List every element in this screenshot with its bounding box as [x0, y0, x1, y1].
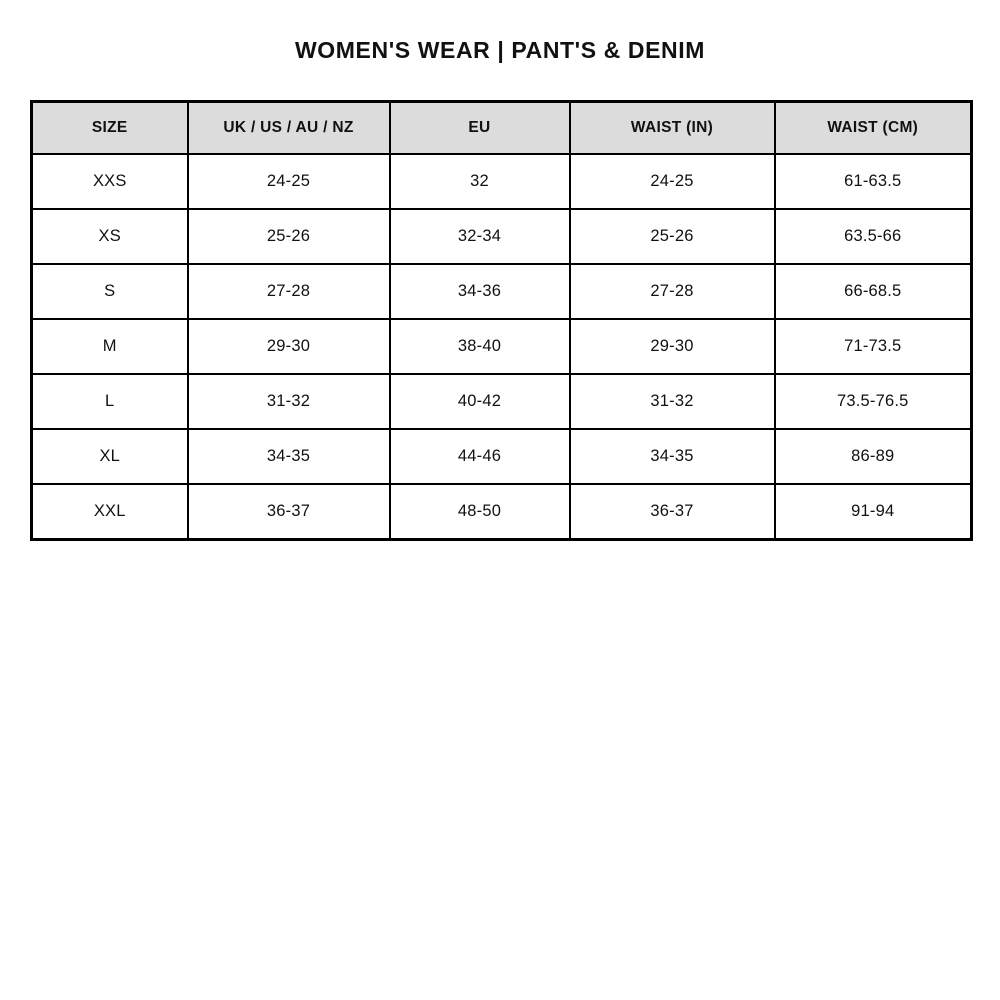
value-cell: 66-68.5	[773, 263, 973, 320]
size-cell: M	[30, 318, 189, 375]
column-header: WAIST (IN)	[568, 100, 776, 155]
size-cell: XXS	[30, 153, 189, 210]
column-header: EU	[388, 100, 571, 155]
table-row: XXS 24-25 32 24-25 61-63.5	[30, 153, 973, 210]
column-header: SIZE	[30, 100, 189, 155]
table-header: SIZE UK / US / AU / NZ EU WAIST (IN) WAIST (…	[30, 100, 973, 155]
value-cell: 24-25	[568, 153, 776, 210]
column-header: WAIST (CM)	[773, 100, 973, 155]
value-cell: 34-36	[388, 263, 571, 320]
size-cell: XXL	[30, 483, 189, 541]
value-cell: 24-25	[186, 153, 391, 210]
value-cell: 29-30	[186, 318, 391, 375]
value-cell: 44-46	[388, 428, 571, 485]
value-cell: 25-26	[568, 208, 776, 265]
value-cell: 29-30	[568, 318, 776, 375]
value-cell: 48-50	[388, 483, 571, 541]
value-cell: 63.5-66	[773, 208, 973, 265]
table-row: M 29-30 38-40 29-30 71-73.5	[30, 318, 973, 375]
table-row: XS 25-26 32-34 25-26 63.5-66	[30, 208, 973, 265]
table-body: XXS 24-25 32 24-25 61-63.5 XS 25-26 32-34 25-26 6…	[30, 153, 973, 541]
value-cell: 36-37	[186, 483, 391, 541]
value-cell: 40-42	[388, 373, 571, 430]
value-cell: 32	[388, 153, 571, 210]
size-cell: XS	[30, 208, 189, 265]
value-cell: 34-35	[568, 428, 776, 485]
value-cell: 61-63.5	[773, 153, 973, 210]
table-row: L 31-32 40-42 31-32 73.5-76.5	[30, 373, 973, 430]
table-row: S 27-28 34-36 27-28 66-68.5	[30, 263, 973, 320]
value-cell: 36-37	[568, 483, 776, 541]
table-row: XL 34-35 44-46 34-35 86-89	[30, 428, 973, 485]
page-title: WOMEN'S WEAR | PANT'S & DENIM	[294, 37, 705, 63]
size-cell: L	[30, 373, 189, 430]
value-cell: 71-73.5	[773, 318, 973, 375]
value-cell: 86-89	[773, 428, 973, 485]
value-cell: 27-28	[186, 263, 391, 320]
table-row: XXL 36-37 48-50 36-37 91-94	[30, 483, 973, 541]
value-cell: 73.5-76.5	[773, 373, 973, 430]
column-header: UK / US / AU / NZ	[186, 100, 391, 155]
value-cell: 34-35	[186, 428, 391, 485]
value-cell: 27-28	[568, 263, 776, 320]
value-cell: 38-40	[388, 318, 571, 375]
size-chart-table: SIZE UK / US / AU / NZ EU WAIST (IN) WAIST (…	[30, 100, 973, 541]
size-cell: XL	[30, 428, 189, 485]
value-cell: 31-32	[186, 373, 391, 430]
value-cell: 25-26	[186, 208, 391, 265]
value-cell: 31-32	[568, 373, 776, 430]
header-row: SIZE UK / US / AU / NZ EU WAIST (IN) WAIST (…	[30, 100, 973, 155]
size-cell: S	[30, 263, 189, 320]
value-cell: 32-34	[388, 208, 571, 265]
value-cell: 91-94	[773, 483, 973, 541]
